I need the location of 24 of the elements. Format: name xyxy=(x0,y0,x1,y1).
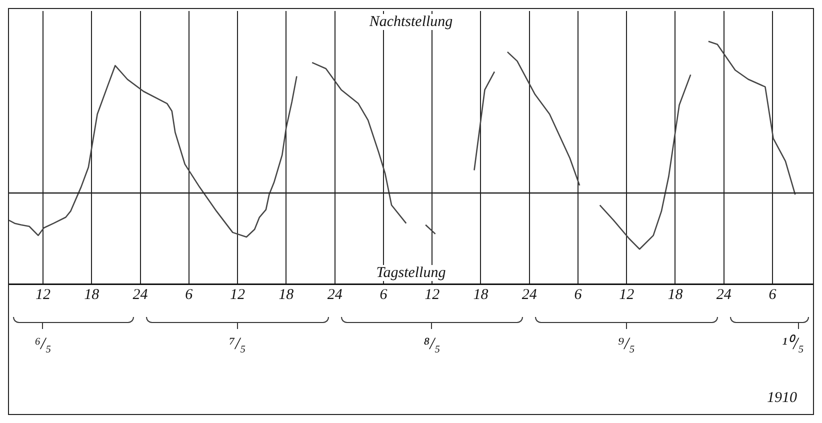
x-tick-label: 24 xyxy=(327,286,343,303)
x-tick-label: 18 xyxy=(473,286,489,303)
x-tick-label: 12 xyxy=(36,286,52,303)
x-tick-label: 6 xyxy=(380,286,388,303)
x-tick-label: 24 xyxy=(132,286,148,303)
text: ⁷/₅ xyxy=(229,334,246,353)
x-tick-label: 6 xyxy=(185,286,194,303)
text: ⁸/₅ xyxy=(424,334,440,353)
text: Tagstellung xyxy=(373,265,449,281)
x-tick-label: 6 xyxy=(768,286,777,303)
text: Nachtstellung xyxy=(366,14,456,30)
text: ⁶/₅ xyxy=(34,334,52,353)
text: ⁹/₅ xyxy=(618,334,635,353)
x-tick-label: 12 xyxy=(619,286,635,303)
x-tick-label: 24 xyxy=(522,286,538,303)
x-tick-label: 18 xyxy=(668,286,684,303)
x-tick-label: 24 xyxy=(716,286,732,303)
x-tick-label: 12 xyxy=(424,286,440,303)
x-tick-label: 18 xyxy=(278,286,294,303)
text: ¹⁰/₅ xyxy=(782,334,804,353)
x-tick-label: 18 xyxy=(84,286,100,303)
x-tick-label: 12 xyxy=(230,286,246,303)
x-tick-label: 6 xyxy=(574,286,582,303)
text: 1910 xyxy=(767,390,797,406)
